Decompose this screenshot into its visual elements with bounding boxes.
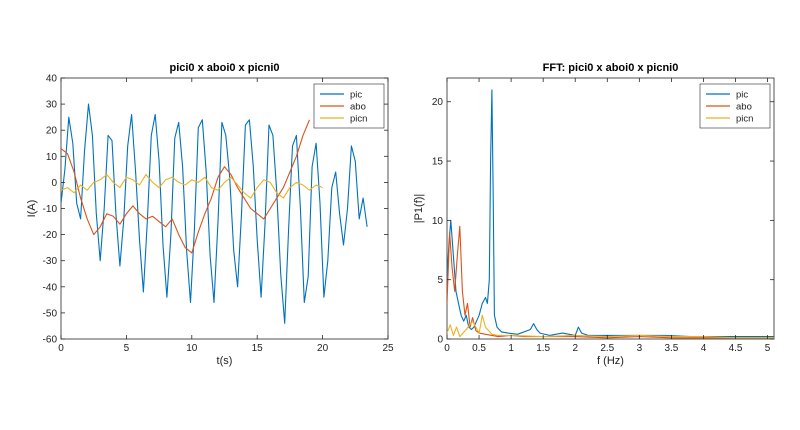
y-tick-label: 20 <box>46 126 58 137</box>
chart-2: 0 0.5 1 1.5 2 2.5 3 3.5 4 4.5 5 20 15 10 5 0 FFT: pici0 … <box>413 62 775 367</box>
x-tick-label: 0 <box>444 343 450 354</box>
y-tick-label: 15 <box>432 157 444 168</box>
series-line-abo <box>61 119 311 254</box>
y-axis-label: I(A) <box>26 200 38 218</box>
legend-label-picn: picn <box>350 114 367 125</box>
y-tick-label: -60 <box>43 335 58 346</box>
y-tick-label: -10 <box>43 204 58 215</box>
legend-box <box>699 83 771 129</box>
series-line-pic <box>447 89 774 338</box>
y-tick-label: 0 <box>51 178 57 189</box>
y-tick-label: -20 <box>43 230 58 241</box>
x-tick-label: 5 <box>124 343 130 354</box>
legend-label-pic: pic <box>736 90 748 101</box>
x-tick-label: 5 <box>765 343 771 354</box>
y-tick-label: 0 <box>437 335 443 346</box>
x-tick-label: 15 <box>252 343 264 354</box>
x-axis-label: f (Hz) <box>597 355 624 367</box>
y-tick-label: 20 <box>432 97 444 108</box>
x-tick-label: 3 <box>637 343 643 354</box>
chart-title: FFT: pici0 x aboi0 x picni0 <box>543 62 679 74</box>
chart-title: pici0 x aboi0 x picni0 <box>169 62 279 74</box>
x-tick-label: 0 <box>58 343 64 354</box>
x-tick-label: 4.5 <box>729 343 743 354</box>
series-line-picn <box>61 174 323 199</box>
y-tick-label: 40 <box>46 74 58 85</box>
y-tick-label: 5 <box>437 275 443 286</box>
y-axis-label: |P1(f)| <box>413 194 425 224</box>
series-group <box>447 89 774 339</box>
chart-1: 0 5 10 15 20 25 40 30 20 10 0 -10 -20 -30 -40 -50 -60 pic… <box>26 62 394 367</box>
x-tick-label: 1.5 <box>536 343 550 354</box>
series-line-picn <box>447 314 774 339</box>
x-tick-label: 2 <box>572 343 578 354</box>
y-tick-label: -40 <box>43 282 58 293</box>
x-axis-label: t(s) <box>217 355 233 367</box>
legend-label-abo: abo <box>736 102 752 113</box>
y-tick-label: 10 <box>46 152 58 163</box>
y-tick-label: -50 <box>43 308 58 319</box>
series-line-abo <box>447 225 774 339</box>
x-tick-label: 10 <box>186 343 198 354</box>
x-tick-label: 2.5 <box>600 343 614 354</box>
y-tick-label: -30 <box>43 256 58 267</box>
x-tick-label: 4 <box>701 343 707 354</box>
x-tick-label: 20 <box>317 343 329 354</box>
legend-label-pic: pic <box>350 90 362 101</box>
x-tick-label: 1 <box>508 343 514 354</box>
x-tick-label: 0.5 <box>472 343 486 354</box>
series-group <box>61 103 368 324</box>
legend-label-abo: abo <box>350 102 366 113</box>
x-tick-label: 25 <box>382 343 394 354</box>
x-tick-label: 3.5 <box>664 343 678 354</box>
legend-label-picn: picn <box>736 114 753 125</box>
y-tick-label: 10 <box>432 216 444 227</box>
series-line-pic <box>61 103 368 324</box>
y-tick-label: 30 <box>46 100 58 111</box>
